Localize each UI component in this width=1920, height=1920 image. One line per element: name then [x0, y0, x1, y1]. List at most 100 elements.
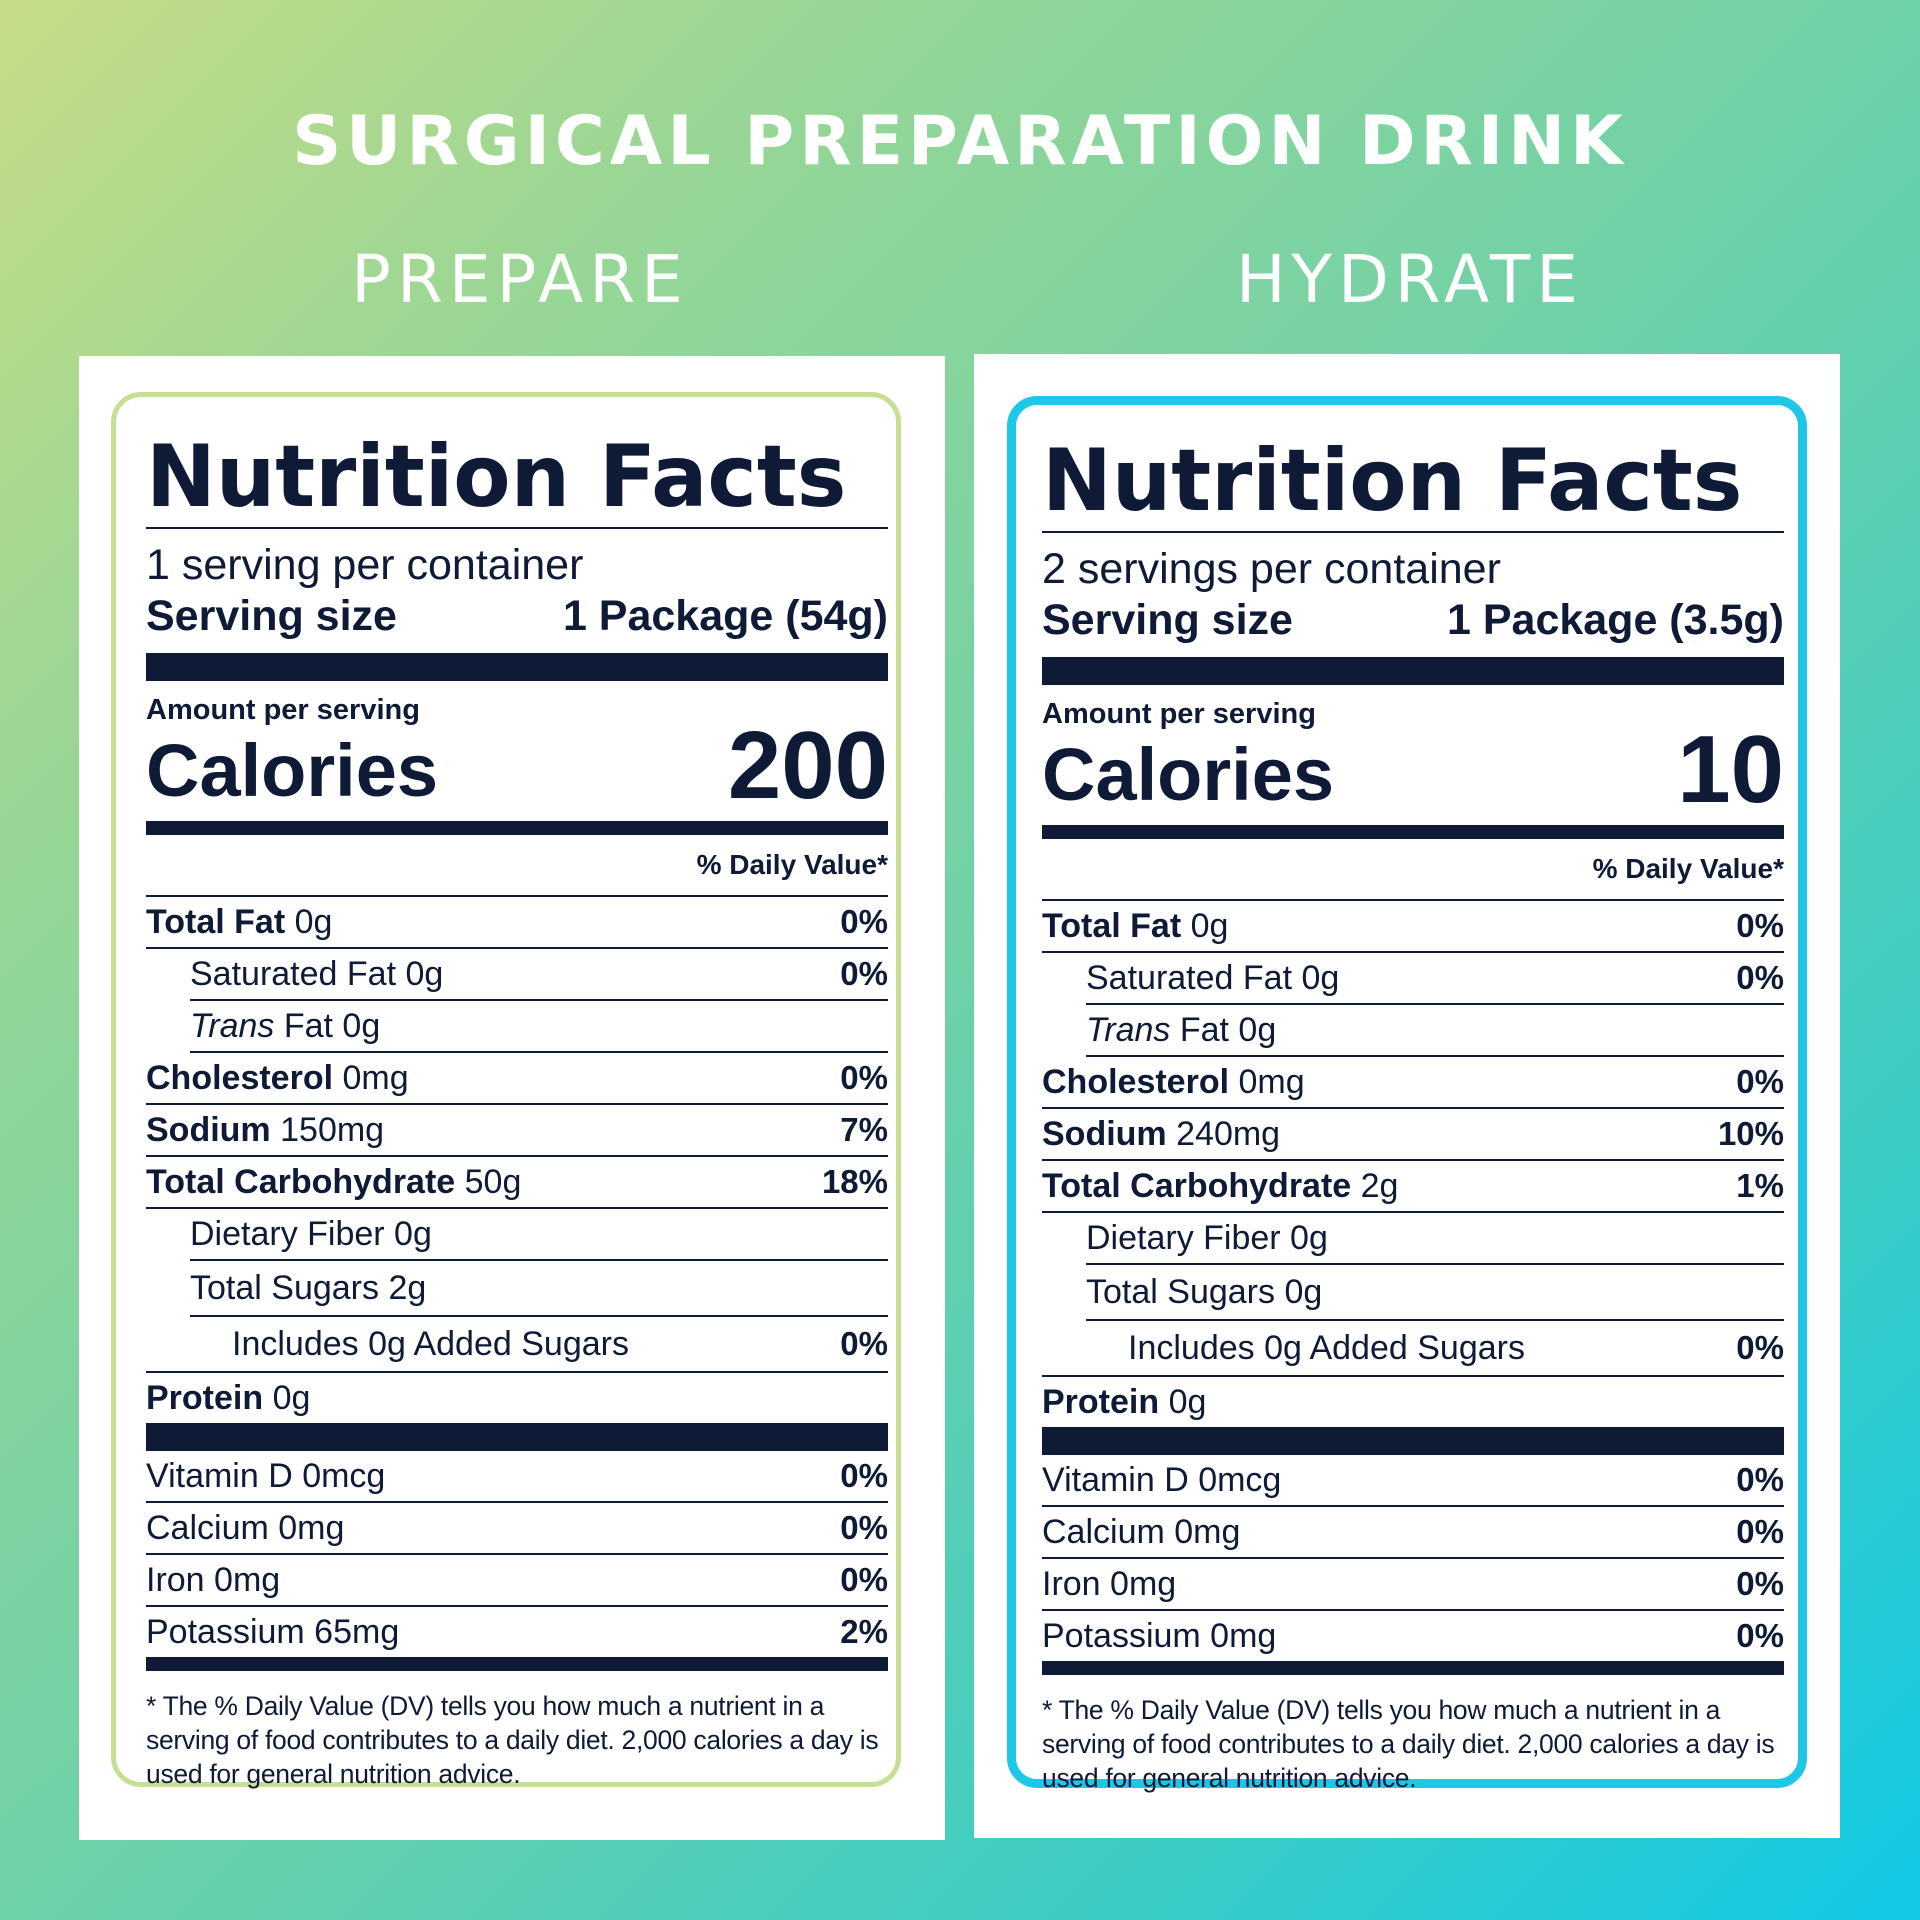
daily-value-percent: 0% [1736, 959, 1784, 996]
calcium-row: Calcium 0mg 0% [1042, 1507, 1784, 1559]
daily-value-percent: 0% [1736, 907, 1784, 944]
daily-value-percent: 10% [1717, 1115, 1784, 1152]
saturated-fat-row: Saturated Fat 0g 0% [190, 949, 888, 1001]
nutrient-amount: 50g [464, 1162, 522, 1201]
prepare-column-title: PREPARE [351, 241, 689, 318]
trans-italic: Trans [1086, 1010, 1171, 1049]
potassium-row: Potassium 0mg 0% [1042, 1611, 1784, 1661]
added-sugars-row: Includes 0g Added Sugars 0% [1042, 1321, 1784, 1377]
serving-size-row: Serving size 1 Package (54g) [146, 591, 888, 641]
nutrient-name: Saturated Fat 0g [1086, 958, 1340, 997]
cholesterol-row: Cholesterol 0mg 0% [146, 1053, 888, 1105]
potassium-row: Potassium 65mg 2% [146, 1607, 888, 1657]
daily-value-percent: 1% [1736, 1167, 1784, 1204]
nutrient-name: Sodium [1042, 1114, 1167, 1153]
nutrient-name: Calcium 0mg [146, 1508, 345, 1547]
daily-value-percent: 0% [1736, 1063, 1784, 1100]
thick-divider [1042, 657, 1784, 685]
medium-divider [1042, 825, 1784, 839]
daily-value-percent: 2% [840, 1613, 888, 1650]
nutrient-name: Total Carbohydrate [1042, 1166, 1352, 1205]
divider [1042, 531, 1784, 533]
calcium-row: Calcium 0mg 0% [146, 1503, 888, 1555]
hydrate-label-card: Nutrition Facts 2 servings per container… [974, 354, 1840, 1838]
daily-value-percent: 0% [840, 1561, 888, 1598]
daily-value-percent: 7% [840, 1111, 888, 1148]
footnote: * The % Daily Value (DV) tells you how m… [146, 1691, 879, 1789]
nutrient-name: Total Fat [146, 902, 286, 941]
medium-divider [146, 1657, 888, 1671]
protein-row: Protein 0g [146, 1373, 888, 1423]
nutrient-name: Cholesterol [1042, 1062, 1230, 1101]
nutrient-name: Cholesterol [146, 1058, 334, 1097]
daily-value-percent: 0% [1736, 1461, 1784, 1498]
cholesterol-row: Cholesterol 0mg 0% [1042, 1057, 1784, 1109]
nutrient-amount: 240mg [1176, 1114, 1281, 1153]
nutrient-name: Iron 0mg [146, 1560, 281, 1599]
serving-size-row: Serving size 1 Package (3.5g) [1042, 595, 1784, 645]
daily-value-percent: 0% [1736, 1565, 1784, 1602]
nutrient-name: Vitamin D 0mcg [1042, 1460, 1282, 1499]
hydrate-label-panel: Nutrition Facts 2 servings per container… [1007, 396, 1807, 1793]
hydrate-column-title: HYDRATE [1236, 241, 1584, 318]
nutrient-name: Total Fat [1042, 906, 1182, 945]
medium-divider [146, 821, 888, 835]
iron-row: Iron 0mg 0% [1042, 1559, 1784, 1611]
prepare-label-card: Nutrition Facts 1 serving per container … [79, 356, 945, 1840]
nutrition-facts-heading: Nutrition Facts [1042, 431, 1743, 531]
sodium-row: Sodium 150mg 7% [146, 1105, 888, 1157]
nutrient-name: Protein [146, 1378, 264, 1417]
amount-per-serving: Amount per serving [1042, 698, 1316, 730]
daily-value-percent: 0% [1736, 1617, 1784, 1654]
calories-value: 10 [1677, 716, 1784, 823]
calories-label: Calories [146, 729, 439, 812]
daily-value-percent: 18% [821, 1163, 888, 1200]
nutrient-amount: 0g [272, 1378, 311, 1417]
nutrient-name: Sodium [146, 1110, 271, 1149]
trans-fat-row: Trans Fat 0g [190, 1001, 888, 1053]
protein-row: Protein 0g [1042, 1377, 1784, 1427]
trans-fat-row: Trans Fat 0g [1086, 1005, 1784, 1057]
divider [146, 527, 888, 529]
saturated-fat-row: Saturated Fat 0g 0% [1086, 953, 1784, 1005]
daily-value-percent: 0% [840, 1509, 888, 1546]
vitamins-minerals: Vitamin D 0mcg 0% Calcium 0mg 0% Iron 0m… [146, 1451, 888, 1657]
vitamin-d-row: Vitamin D 0mcg 0% [146, 1451, 888, 1503]
dietary-fiber-row: Dietary Fiber 0g [1086, 1213, 1784, 1265]
nutrient-name: Protein [1042, 1382, 1160, 1421]
serving-size-value: 1 Package (3.5g) [1446, 596, 1784, 644]
nutrient-amount: 0g [1190, 906, 1229, 945]
nutrient-name: Potassium 0mg [1042, 1616, 1277, 1655]
daily-value-percent: 0% [840, 1059, 888, 1096]
vitamins-minerals: Vitamin D 0mcg 0% Calcium 0mg 0% Iron 0m… [1042, 1455, 1784, 1661]
nutrient-name: Total Sugars 0g [1086, 1272, 1323, 1311]
total-sugars-row: Total Sugars 2g [190, 1261, 888, 1317]
footnote: * The % Daily Value (DV) tells you how m… [1042, 1695, 1775, 1793]
trans-italic: Trans [190, 1006, 275, 1045]
total-carbohydrate-row: Total Carbohydrate 50g 18% [146, 1157, 888, 1209]
total-fat-row: Total Fat 0g 0% [1042, 901, 1784, 953]
daily-value-percent: 0% [840, 1325, 888, 1362]
daily-value-percent: 0% [840, 1457, 888, 1494]
nutrition-facts-label: Nutrition Facts 1 serving per container … [146, 427, 888, 1791]
calories-value: 200 [727, 712, 888, 819]
nutrient-name: Fat 0g [274, 1006, 381, 1045]
total-fat-row: Total Fat 0g 0% [146, 897, 888, 949]
nutrient-amount: 0mg [342, 1058, 409, 1097]
serving-size-value: 1 Package (54g) [562, 592, 888, 640]
daily-value-percent: 0% [1736, 1329, 1784, 1366]
total-sugars-row: Total Sugars 0g [1086, 1265, 1784, 1321]
thick-divider [146, 653, 888, 681]
nutrition-facts-heading: Nutrition Facts [146, 427, 847, 527]
nutrient-amount: 0mg [1238, 1062, 1305, 1101]
nutrient-name: Potassium 65mg [146, 1612, 400, 1651]
amount-per-serving: Amount per serving [146, 694, 420, 726]
vitamin-d-row: Vitamin D 0mcg 0% [1042, 1455, 1784, 1507]
nutrient-name: Includes 0g Added Sugars [1128, 1328, 1525, 1367]
servings-per-container: 1 serving per container [146, 541, 584, 589]
nutrient-amount: 2g [1360, 1166, 1399, 1205]
added-sugars-row: Includes 0g Added Sugars 0% [146, 1317, 888, 1373]
nutrient-amount: 0g [294, 902, 333, 941]
daily-value-header: % Daily Value* [1042, 839, 1784, 901]
total-carbohydrate-row: Total Carbohydrate 2g 1% [1042, 1161, 1784, 1213]
